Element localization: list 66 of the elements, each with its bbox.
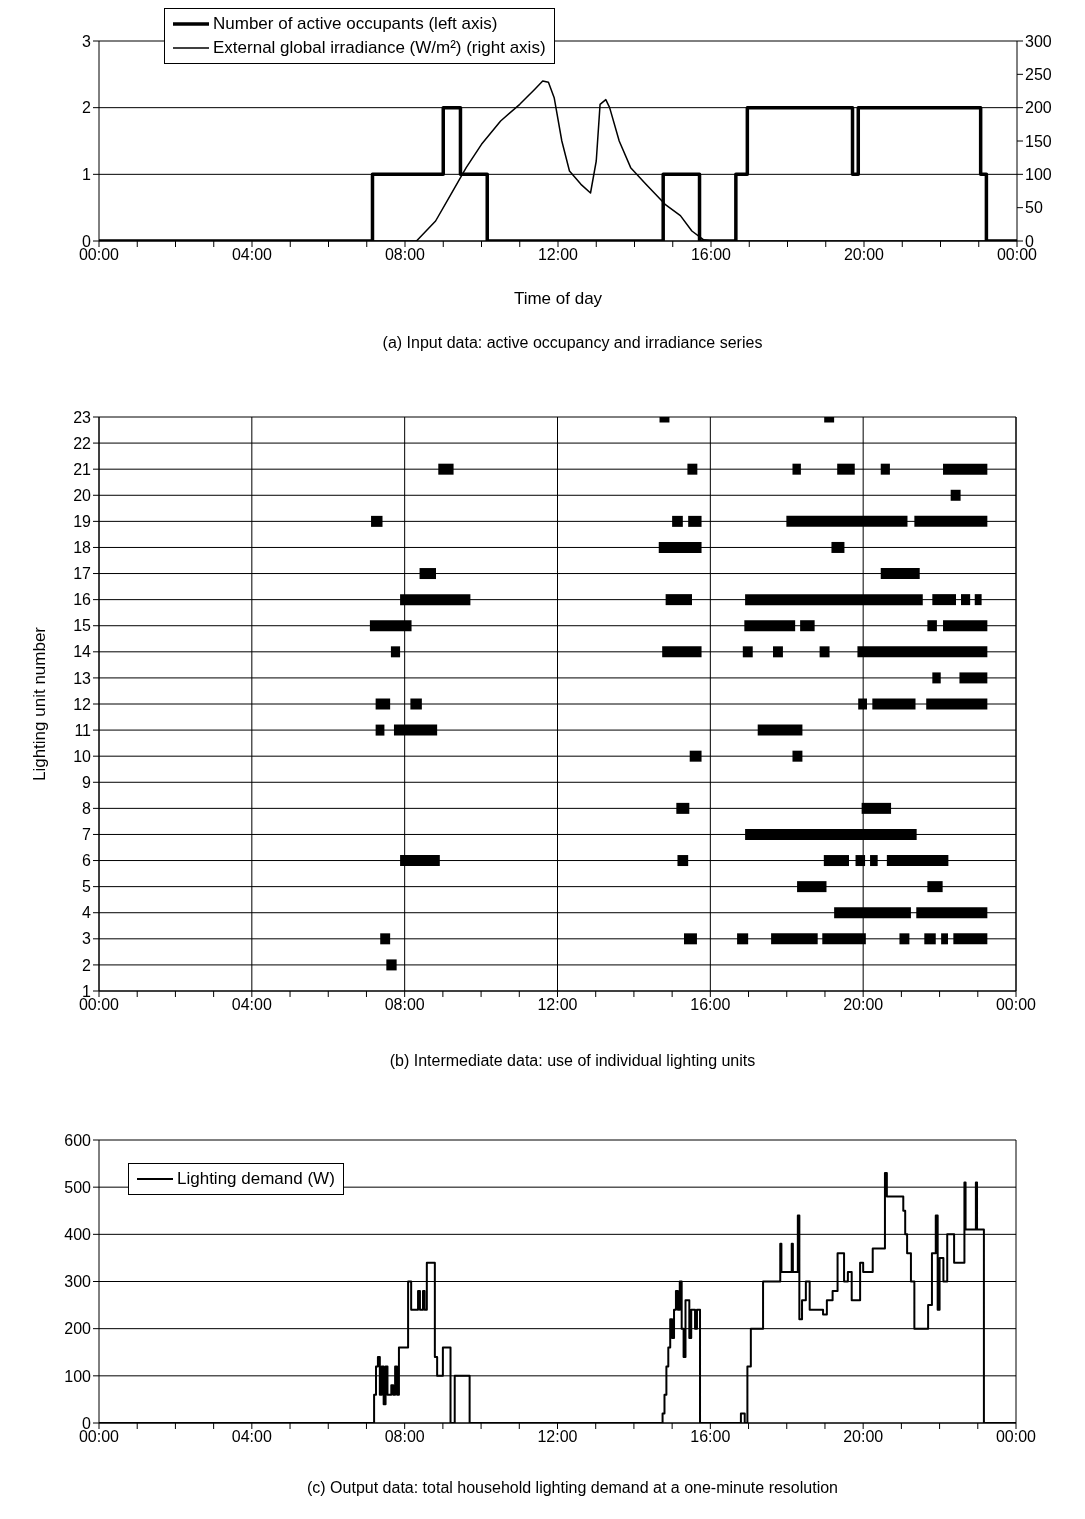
text: (c) Output data: total household lighting demand at a one-minute resolution: [307, 1479, 838, 1497]
x-tick-label: 16:00: [690, 1428, 731, 1446]
x-axis-title: Time of day: [513, 289, 603, 308]
y-tick-label: 11: [74, 721, 92, 739]
text: (b) Intermediate data: use of individual lighting units: [389, 1052, 756, 1070]
y-tick-label: 4: [82, 904, 92, 922]
y2-tick-label: 150: [1025, 132, 1052, 150]
y-tick-label: 23: [73, 408, 92, 426]
y-tick-label: 3: [82, 930, 92, 948]
y-tick-label: 19: [73, 513, 92, 531]
x-tick-label: 20:00: [843, 996, 884, 1014]
y-tick-label: 200: [64, 1320, 92, 1338]
x-tick-label: 00:00: [78, 996, 120, 1014]
y-tick-label: 15: [73, 617, 92, 635]
x-tick-label: 00:00: [996, 246, 1038, 264]
x-tick-label: 20:00: [843, 246, 885, 264]
y-tick-label: 8: [82, 800, 92, 818]
y-tick-label: 17: [73, 565, 92, 583]
legend-label: Lighting demand (W): [177, 1168, 335, 1190]
y2-tick-label: 300: [1025, 32, 1052, 50]
y-tick-label: 2: [82, 99, 92, 117]
x-tick-label: 12:00: [537, 1428, 578, 1446]
y-tick-label: 300: [64, 1273, 92, 1291]
y-tick-label: 3: [82, 32, 92, 50]
x-tick-label: 04:00: [231, 996, 272, 1014]
x-tick-label: 16:00: [690, 246, 732, 264]
y-tick-label: 20: [73, 486, 92, 504]
y-tick-label: 12: [73, 695, 92, 713]
x-tick-label: 00:00: [995, 1428, 1037, 1446]
x-tick-label: 08:00: [384, 996, 425, 1014]
y2-tick-label: 50: [1025, 199, 1043, 217]
x-tick-label: 00:00: [78, 246, 120, 264]
y-tick-label: 5: [82, 878, 92, 896]
y2-tick-label: 100: [1025, 166, 1052, 184]
x-tick-label: 16:00: [690, 996, 731, 1014]
y-tick-label: 100: [64, 1367, 92, 1385]
y-tick-label: 400: [64, 1226, 92, 1244]
x-tick-label: 12:00: [537, 246, 579, 264]
y2-tick-label: 250: [1025, 66, 1052, 84]
x-tick-label: 08:00: [384, 246, 426, 264]
y-tick-label: 9: [82, 773, 92, 791]
x-tick-label: 08:00: [384, 1428, 425, 1446]
y-tick-label: 7: [82, 826, 92, 844]
x-tick-label: 00:00: [995, 996, 1037, 1014]
y-tick-label: 14: [73, 643, 92, 661]
y-tick-label: 1: [82, 166, 92, 184]
y-tick-label: 18: [73, 539, 92, 557]
y-axis-title: Lighting unit number: [30, 626, 50, 782]
y-tick-label: 13: [73, 669, 92, 687]
legend-label: Number of active occupants (left axis): [213, 13, 498, 35]
y-tick-label: 2: [82, 956, 92, 974]
y-tick-label: 22: [73, 434, 92, 452]
y-tick-label: 21: [73, 460, 92, 478]
y-tick-label: 600: [64, 1131, 92, 1149]
x-tick-label: 04:00: [231, 1428, 272, 1446]
legend-label: External global irradiance (W/m²) (right axis): [213, 37, 546, 59]
x-tick-label: 00:00: [78, 1428, 120, 1446]
y2-tick-label: 200: [1025, 99, 1052, 117]
text: (a) Input data: active occupancy and irradiance series: [382, 334, 763, 352]
y-tick-label: 16: [73, 591, 92, 609]
x-tick-label: 12:00: [537, 996, 578, 1014]
y-tick-label: 10: [73, 747, 92, 765]
x-tick-label: 20:00: [843, 1428, 884, 1446]
x-tick-label: 04:00: [231, 246, 273, 264]
y-tick-label: 6: [82, 852, 92, 870]
y-tick-label: 500: [64, 1178, 92, 1196]
